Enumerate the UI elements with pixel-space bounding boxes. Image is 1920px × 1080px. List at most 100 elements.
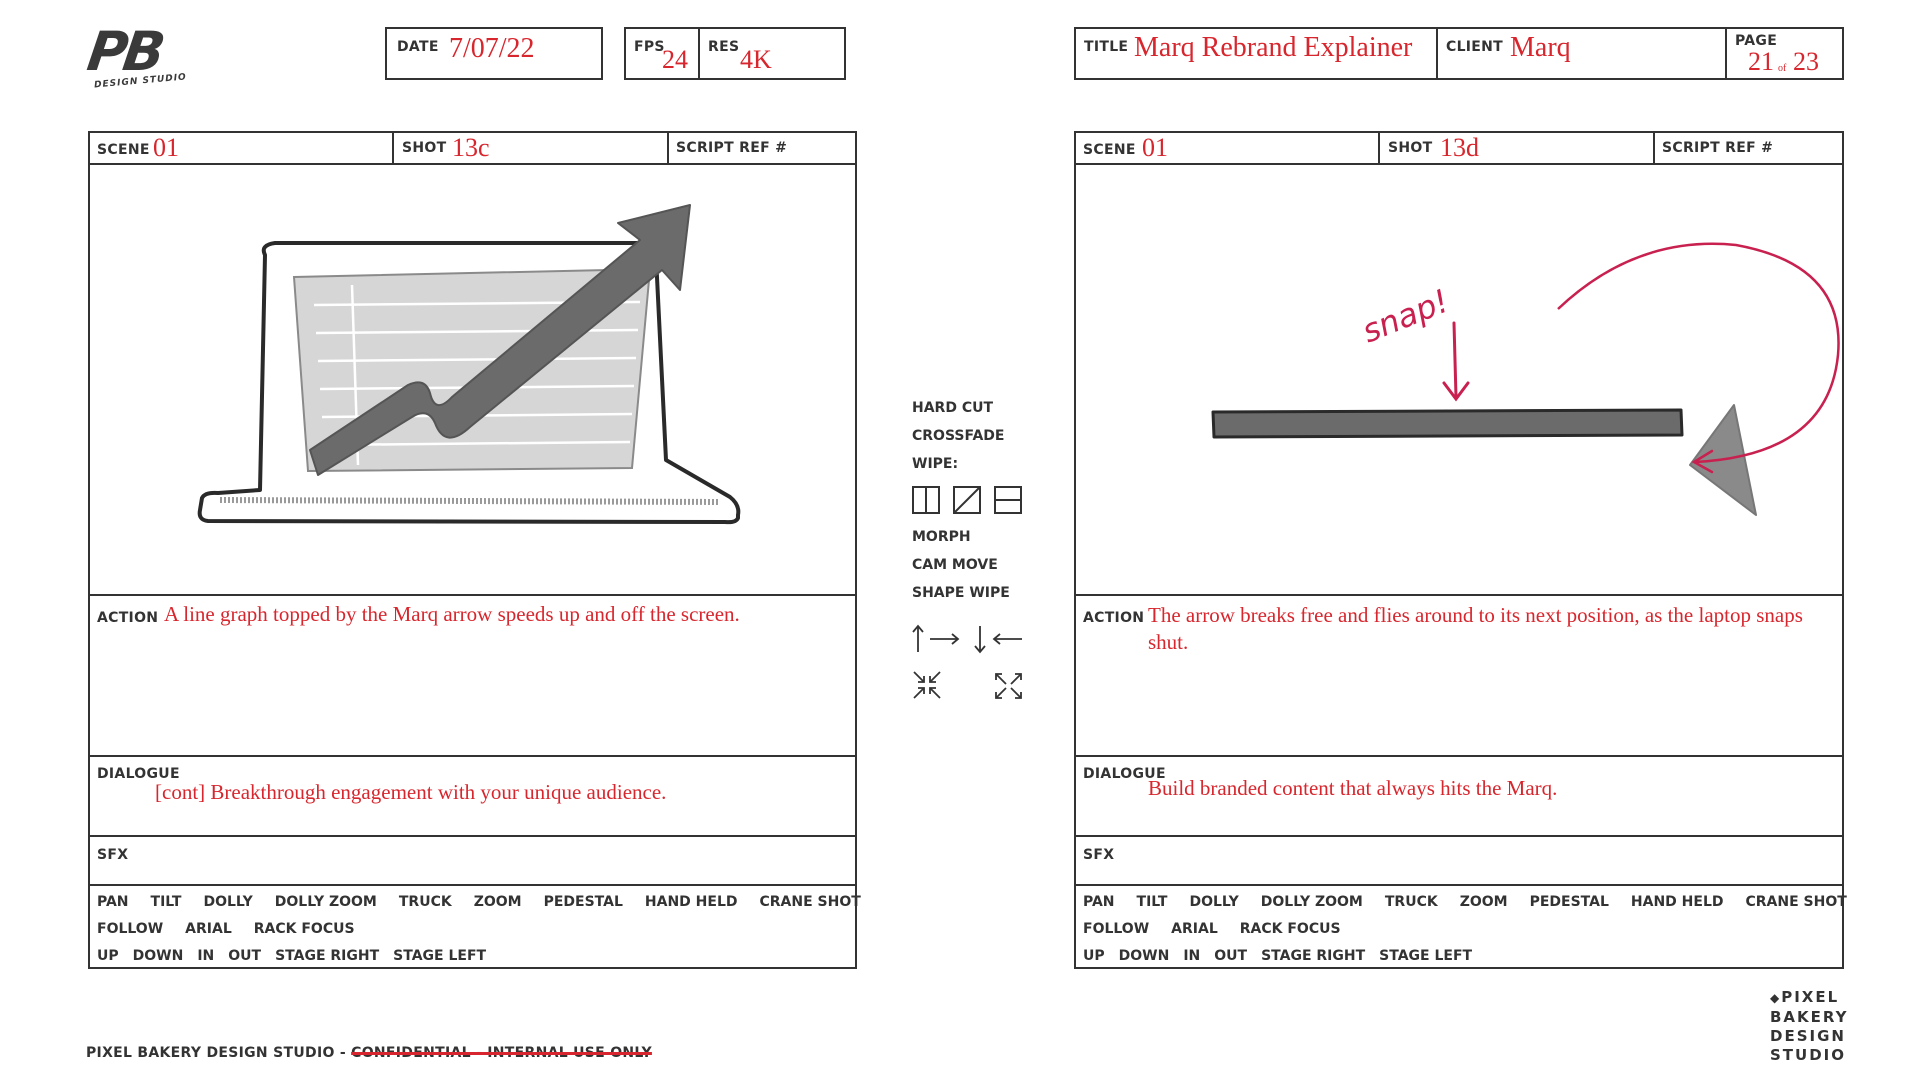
camera-term-zoom: ZOOM xyxy=(1459,894,1508,910)
action-text: The arrow breaks free and flies around t… xyxy=(1148,603,1803,654)
client-label: CLIENT xyxy=(1446,39,1504,55)
shot-label: SHOT xyxy=(1388,140,1433,156)
brand-mark-icon: ◆ xyxy=(1770,991,1782,1005)
camera-term-rack-focus: RACK FOCUS xyxy=(1239,921,1341,937)
scene-value: 01 xyxy=(1142,133,1168,162)
camera-term-pan: PAN xyxy=(1083,894,1115,910)
dialogue-text: Build branded content that always hits t… xyxy=(1148,776,1558,800)
camera-terms-row-1: PAN TILT DOLLY DOLLY ZOOM TRUCK ZOOM PEDESTAL H… xyxy=(1083,894,1869,910)
transition-cam-move: CAM MOVE xyxy=(912,557,998,573)
camera-term-out: OUT xyxy=(228,948,262,964)
storyboard-panel-1: SCENE 01 SHOT 13c SCRIPT REF # ACTION A … xyxy=(88,131,861,969)
footer-confidential-text: CONFIDENTIAL - INTERNAL USE ONLY xyxy=(351,1045,652,1061)
page-label: PAGE xyxy=(1735,33,1778,49)
action-label: ACTION xyxy=(1083,610,1145,626)
direction-arrows-icon xyxy=(912,624,1022,699)
camera-term-up: UP xyxy=(97,948,119,964)
camera-term-crane-shot: CRANE SHOT xyxy=(759,894,861,910)
page-total: 23 xyxy=(1793,47,1819,76)
transition-wipe: WIPE: xyxy=(912,456,959,472)
camera-term-tilt: TILT xyxy=(150,894,182,910)
footer-confidential: PIXEL BAKERY DESIGN STUDIO - CONFIDENTIA… xyxy=(86,1045,652,1061)
camera-term-out: OUT xyxy=(1214,948,1248,964)
camera-term-truck: TRUCK xyxy=(398,894,452,910)
date-value: 7/07/22 xyxy=(449,33,535,64)
camera-term-truck: TRUCK xyxy=(1384,894,1438,910)
date-label: DATE xyxy=(397,39,439,55)
scene-label: SCENE xyxy=(97,142,150,158)
fps-label: FPS xyxy=(634,39,665,55)
transition-hard-cut: HARD CUT xyxy=(912,400,994,416)
camera-terms-row-3: UP DOWN IN OUT STAGE RIGHT STAGE LEFT xyxy=(1083,948,1494,964)
title-label: TITLE xyxy=(1084,39,1129,55)
camera-terms-row-1: PAN TILT DOLLY DOLLY ZOOM TRUCK ZOOM PEDESTAL H… xyxy=(97,894,883,910)
brand-line-1: PIXEL xyxy=(1781,988,1840,1006)
transition-shape-wipe: SHAPE WIPE xyxy=(912,585,1010,601)
camera-term-stage-right: STAGE RIGHT xyxy=(275,948,380,964)
transition-morph: MORPH xyxy=(912,529,971,545)
camera-terms-row-2: FOLLOW ARIAL RACK FOCUS xyxy=(97,921,377,937)
camera-term-dolly-zoom: DOLLY ZOOM xyxy=(1260,894,1363,910)
camera-term-rack-focus: RACK FOCUS xyxy=(253,921,355,937)
camera-term-down: DOWN xyxy=(1118,948,1170,964)
camera-term-pan: PAN xyxy=(97,894,129,910)
camera-term-in: IN xyxy=(197,948,215,964)
camera-term-dolly: DOLLY xyxy=(1189,894,1239,910)
camera-term-stage-left: STAGE LEFT xyxy=(393,948,487,964)
camera-term-zoom: ZOOM xyxy=(473,894,522,910)
camera-term-follow: FOLLOW xyxy=(1083,921,1150,937)
dialogue-label: DIALOGUE xyxy=(97,766,180,782)
shot-label: SHOT xyxy=(402,140,447,156)
camera-term-pedestal: PEDESTAL xyxy=(543,894,623,910)
camera-term-hand-held: HAND HELD xyxy=(1630,894,1724,910)
fps-value: 24 xyxy=(662,45,688,74)
dialogue-text: [cont] Breakthrough engagement with your… xyxy=(155,780,667,804)
wipe-icons xyxy=(912,486,1022,514)
script-ref-label: SCRIPT REF # xyxy=(1662,140,1774,156)
transition-crossfade: CROSSFADE xyxy=(912,428,1005,444)
camera-term-hand-held: HAND HELD xyxy=(644,894,738,910)
title-box: TITLE Marq Rebrand Explainer CLIENT Marq… xyxy=(1074,27,1844,80)
camera-term-up: UP xyxy=(1083,948,1105,964)
camera-term-arial: ARIAL xyxy=(185,921,232,937)
studio-logo: PB DESIGN STUDIO xyxy=(84,20,198,102)
res-value: 4K xyxy=(740,45,772,74)
camera-term-stage-left: STAGE LEFT xyxy=(1379,948,1473,964)
camera-terms-row-2: FOLLOW ARIAL RACK FOCUS xyxy=(1083,921,1363,937)
brand-line-4: STUDIO xyxy=(1770,1046,1846,1064)
title-value: Marq Rebrand Explainer xyxy=(1134,32,1413,63)
sfx-label: SFX xyxy=(97,847,129,863)
camera-term-dolly: DOLLY xyxy=(203,894,253,910)
sfx-label: SFX xyxy=(1083,847,1115,863)
footer-studio-name: PIXEL BAKERY DESIGN STUDIO - xyxy=(86,1045,352,1061)
footer-brand-mark: ◆PIXEL BAKERY DESIGN STUDIO xyxy=(1770,988,1849,1065)
script-ref-label: SCRIPT REF # xyxy=(676,140,788,156)
camera-term-in: IN xyxy=(1183,948,1201,964)
scene-value: 01 xyxy=(153,133,179,162)
laptop-snap-sketch: snap! xyxy=(1211,242,1840,516)
camera-term-stage-right: STAGE RIGHT xyxy=(1261,948,1366,964)
camera-terms-row-3: UP DOWN IN OUT STAGE RIGHT STAGE LEFT xyxy=(97,948,508,964)
camera-term-follow: FOLLOW xyxy=(97,921,164,937)
date-box: DATE 7/07/22 xyxy=(385,27,603,80)
brand-line-3: DESIGN xyxy=(1770,1027,1846,1045)
laptop-graph-sketch xyxy=(197,204,741,525)
res-label: RES xyxy=(708,39,740,55)
shot-value: 13d xyxy=(1440,133,1479,162)
camera-term-arial: ARIAL xyxy=(1171,921,1218,937)
action-text: A line graph topped by the Marq arrow sp… xyxy=(164,602,740,626)
camera-term-dolly-zoom: DOLLY ZOOM xyxy=(274,894,377,910)
camera-term-pedestal: PEDESTAL xyxy=(1529,894,1609,910)
camera-term-down: DOWN xyxy=(132,948,184,964)
page-of: of xyxy=(1778,63,1787,74)
brand-line-2: BAKERY xyxy=(1770,1008,1849,1026)
dialogue-label: DIALOGUE xyxy=(1083,766,1166,782)
shot-value: 13c xyxy=(452,133,490,162)
scene-label: SCENE xyxy=(1083,142,1136,158)
client-value: Marq xyxy=(1510,32,1571,63)
camera-term-tilt: TILT xyxy=(1136,894,1168,910)
fps-res-box: FPS 24 RES 4K xyxy=(624,27,846,80)
action-label: ACTION xyxy=(97,610,159,626)
page-current: 21 xyxy=(1748,47,1774,76)
camera-term-crane-shot: CRANE SHOT xyxy=(1745,894,1847,910)
